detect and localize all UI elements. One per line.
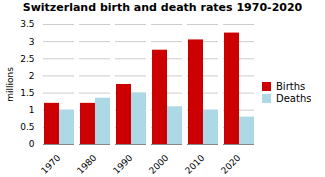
svg-text:1.5: 1.5: [20, 88, 34, 98]
svg-text:2.5: 2.5: [20, 54, 34, 64]
svg-text:1970: 1970: [39, 153, 62, 174]
html-text:Deaths: Deaths: [276, 92, 312, 104]
svg-text:2000: 2000: [147, 153, 170, 174]
svg-text:3: 3: [29, 37, 35, 47]
svg-text:2020: 2020: [219, 153, 242, 174]
svg-text:millions: millions: [5, 67, 15, 102]
svg-text:0: 0: [29, 139, 35, 149]
svg-text:2010: 2010: [183, 153, 206, 174]
html-text:Switzerland birth and death ra: Switzerland birth and death rates 1970-2…: [22, 1, 303, 14]
svg-text:0.5: 0.5: [20, 122, 34, 132]
svg-text:1: 1: [29, 105, 35, 115]
svg-text:2: 2: [29, 71, 35, 81]
svg-text:3.5: 3.5: [20, 19, 34, 29]
svg-text:1990: 1990: [111, 153, 134, 174]
svg-text:1980: 1980: [75, 153, 98, 174]
html-text:Births: Births: [276, 80, 306, 92]
